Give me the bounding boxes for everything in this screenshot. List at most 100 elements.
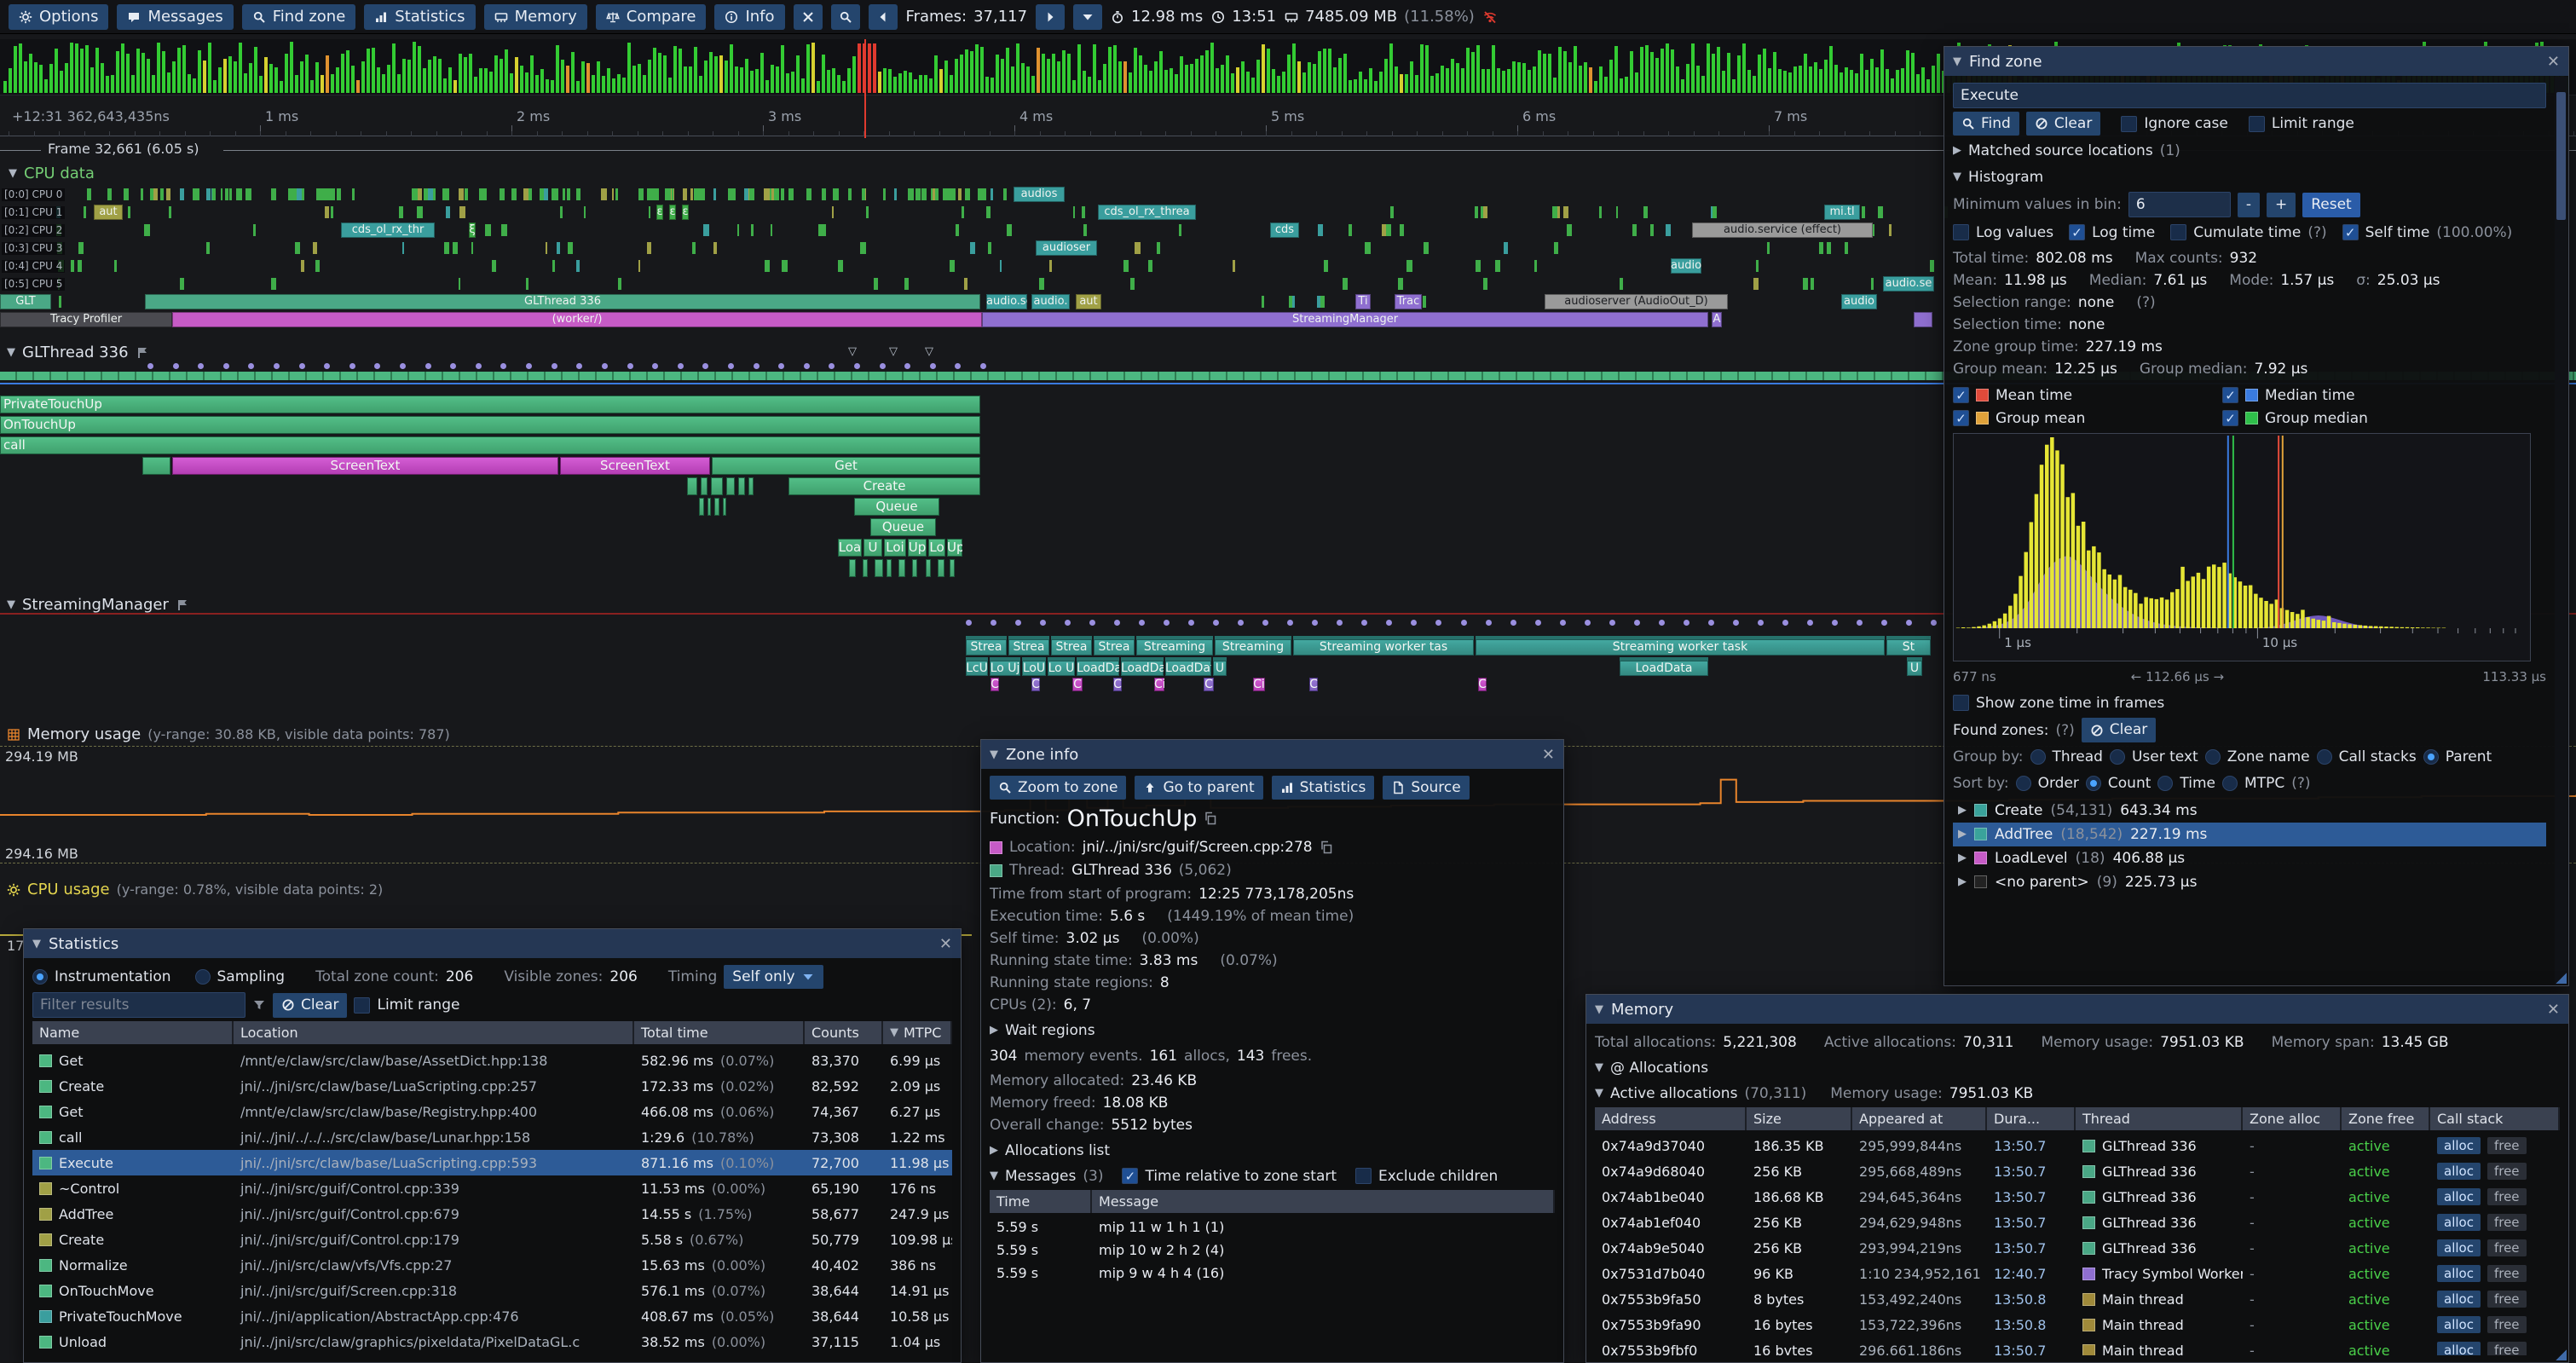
frame-bar[interactable] xyxy=(991,78,994,93)
frame-bar[interactable] xyxy=(1108,47,1112,93)
frame-bar[interactable] xyxy=(1354,79,1357,93)
frame-bar[interactable] xyxy=(387,65,390,93)
timeline-zone[interactable] xyxy=(938,559,944,577)
frame-bar[interactable] xyxy=(617,74,621,93)
sample-dot[interactable] xyxy=(1139,620,1145,626)
frame-bar[interactable] xyxy=(310,80,314,93)
column-header-address[interactable]: Address xyxy=(1595,1107,1747,1130)
statistics-button[interactable]: Statistics xyxy=(1271,776,1375,800)
frame-bar[interactable] xyxy=(1001,59,1004,93)
expand-icon[interactable]: ▶ xyxy=(1958,828,1967,841)
frame-bar[interactable] xyxy=(1441,66,1444,93)
frame-bar[interactable] xyxy=(796,55,800,93)
free-callstack-button[interactable]: free xyxy=(2486,1291,2527,1308)
frame-bar[interactable] xyxy=(755,69,759,93)
expand-icon[interactable]: ▶ xyxy=(1958,875,1967,889)
frame-bar[interactable] xyxy=(1640,47,1643,93)
frame-bar[interactable] xyxy=(34,62,38,93)
frame-bar[interactable] xyxy=(643,75,646,93)
timeline-zone[interactable]: cds_ol_rx_thr xyxy=(341,222,435,238)
allocation-row[interactable]: 0x74ab1be040 186.68 KB 294,645,364ns 13:50.… xyxy=(1595,1184,2560,1210)
group-by-radio-user-text[interactable] xyxy=(2109,749,2125,765)
frame-bar[interactable] xyxy=(111,75,114,93)
frame-bar[interactable] xyxy=(1773,52,1776,93)
frame-bar[interactable] xyxy=(858,43,861,93)
frame-bar[interactable] xyxy=(474,77,477,93)
frame-bar[interactable] xyxy=(1481,69,1485,93)
frame-bar[interactable] xyxy=(730,44,733,93)
allocation-thread[interactable]: Tracy Symbol Worker xyxy=(2076,1266,2243,1282)
timeline-zone[interactable]: LoadData xyxy=(1620,657,1708,676)
frame-bar[interactable] xyxy=(960,55,963,93)
frame-bar[interactable] xyxy=(878,72,881,93)
sample-dot[interactable] xyxy=(1015,620,1021,626)
frame-bar[interactable] xyxy=(1538,50,1541,93)
legend-checkbox[interactable] xyxy=(2222,410,2238,427)
sample-dot[interactable] xyxy=(425,363,431,369)
cpu-usage-header[interactable]: CPU usage (y-range: 0.78%, visible data p… xyxy=(7,881,383,898)
frame-bar[interactable] xyxy=(326,55,329,93)
sample-dot[interactable] xyxy=(476,363,482,369)
frame-bar[interactable] xyxy=(19,43,22,93)
sample-dot[interactable] xyxy=(1337,620,1343,626)
frame-bar[interactable] xyxy=(274,67,278,93)
free-callstack-button[interactable]: free xyxy=(2486,1342,2527,1355)
column-header-call-stack[interactable]: Call stack xyxy=(2430,1107,2560,1130)
frame-bar[interactable] xyxy=(1195,59,1198,93)
frame-bar[interactable] xyxy=(893,77,897,93)
allocation-thread[interactable]: Main thread xyxy=(2076,1317,2243,1333)
timeline-zone[interactable] xyxy=(699,498,704,516)
frame-bar[interactable] xyxy=(771,65,774,93)
frame-bar[interactable] xyxy=(377,67,380,93)
frame-bar[interactable] xyxy=(1563,51,1567,93)
frame-bar[interactable] xyxy=(944,61,948,93)
frame-bar[interactable] xyxy=(535,75,539,93)
frame-bar[interactable] xyxy=(873,43,876,93)
frame-bar[interactable] xyxy=(551,80,554,93)
timeline-zone[interactable]: ε xyxy=(682,205,689,220)
frame-bar[interactable] xyxy=(1047,59,1050,93)
column-header-location[interactable]: Location xyxy=(234,1021,634,1045)
frame-bar[interactable] xyxy=(817,81,820,93)
frame-bar[interactable] xyxy=(443,78,447,93)
frame-bar[interactable] xyxy=(182,45,186,93)
frame-bar[interactable] xyxy=(1062,50,1066,93)
frame-bar[interactable] xyxy=(136,49,140,93)
resize-grip[interactable] xyxy=(2555,1349,2567,1360)
zoom-to-zone-button[interactable]: Zoom to zone xyxy=(990,776,1127,800)
alloc-callstack-button[interactable]: alloc xyxy=(2437,1342,2481,1355)
frame-bar[interactable] xyxy=(1476,45,1480,93)
sample-dot[interactable] xyxy=(147,363,153,369)
min-bin-input[interactable] xyxy=(2128,192,2231,218)
frame-bar[interactable] xyxy=(750,71,754,93)
allocation-thread[interactable]: GLThread 336 xyxy=(2076,1240,2243,1256)
frame-bar[interactable] xyxy=(44,79,48,93)
sample-dot[interactable] xyxy=(223,363,229,369)
frame-bar[interactable] xyxy=(996,55,999,93)
frame-bar[interactable] xyxy=(719,55,723,93)
frame-bar[interactable] xyxy=(1604,77,1608,93)
scrollbar-thumb[interactable] xyxy=(2556,92,2566,220)
sample-dot[interactable] xyxy=(678,363,684,369)
allocation-row[interactable]: 0x74ab9e5040 256 KB 293,994,219ns 13:50.7 GL… xyxy=(1595,1235,2560,1261)
toolbar-button-statistics[interactable]: Statistics xyxy=(364,3,476,30)
frame-bar[interactable] xyxy=(203,61,206,93)
timeline-zone[interactable]: audios xyxy=(1014,187,1065,202)
frame-bar[interactable] xyxy=(213,80,217,93)
sample-dot[interactable] xyxy=(880,363,886,369)
find-zone-input[interactable] xyxy=(1953,83,2546,108)
frame-bar[interactable] xyxy=(673,46,677,93)
frame-bar[interactable] xyxy=(909,72,912,93)
frame-bar[interactable] xyxy=(1502,71,1505,93)
frame-bar[interactable] xyxy=(679,49,682,93)
frame-bar[interactable] xyxy=(1302,72,1306,93)
frame-bar[interactable] xyxy=(653,48,656,93)
free-callstack-button[interactable]: free xyxy=(2486,1316,2527,1333)
statistics-row[interactable]: OnTouchMove jni/../jni/src/guif/Screen.cp… xyxy=(32,1278,952,1303)
zone-location[interactable]: jni/../jni/src/claw/base/LuaScripting.cp… xyxy=(240,1154,538,1171)
frame-bar[interactable] xyxy=(1175,74,1178,93)
timeline-zone[interactable]: U xyxy=(863,539,882,557)
frame-bar[interactable] xyxy=(39,65,43,93)
frame-bar[interactable] xyxy=(254,47,257,93)
frame-bar[interactable] xyxy=(479,68,482,93)
